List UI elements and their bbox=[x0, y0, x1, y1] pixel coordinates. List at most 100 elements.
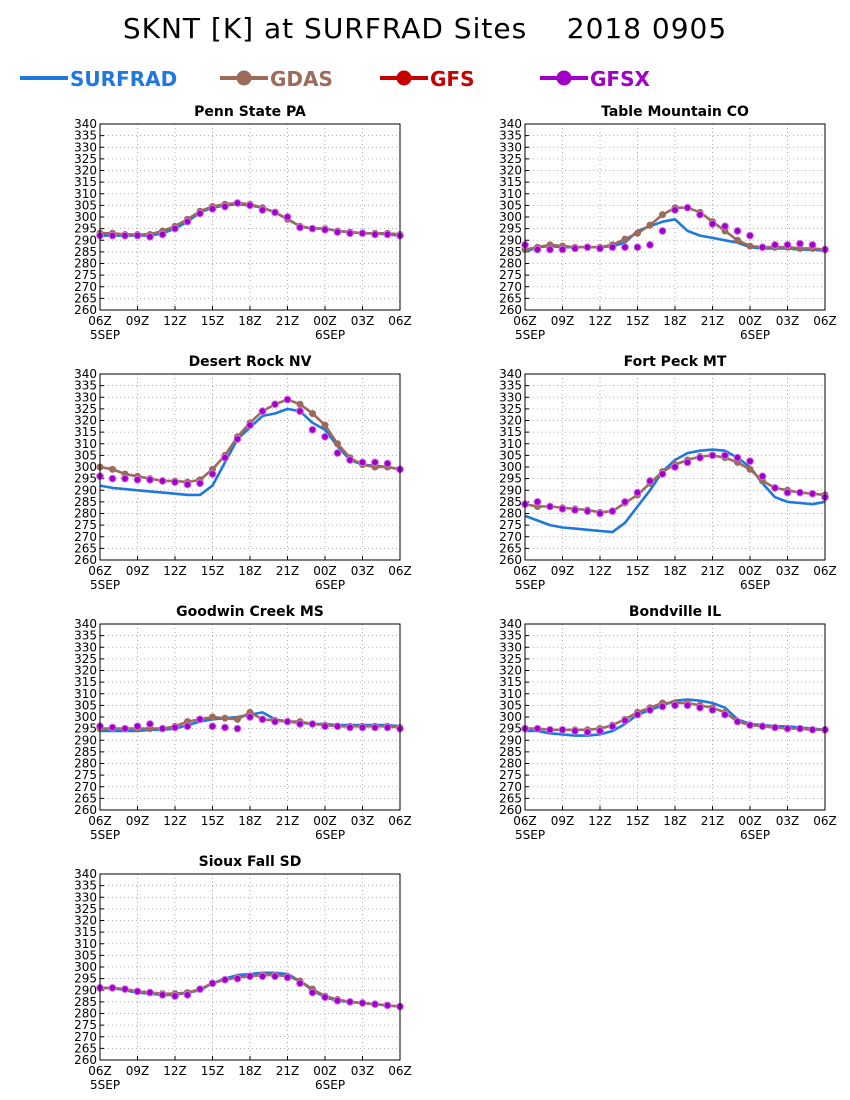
x-tick-label: 00Z bbox=[313, 314, 337, 328]
y-tick-label: 270 bbox=[499, 280, 522, 294]
x-tick-label: 06Z bbox=[88, 814, 112, 828]
chart-panel-5: Goodwin Creek MS 260265270275280285290295… bbox=[74, 604, 412, 842]
panel-title: Bondville IL bbox=[629, 604, 721, 620]
y-tick-label: 275 bbox=[74, 768, 97, 782]
y-tick-label: 325 bbox=[499, 152, 522, 166]
point-gfsx bbox=[383, 230, 392, 239]
y-tick-label: 310 bbox=[74, 437, 97, 451]
legend-item-surfrad: SURFRAD bbox=[20, 67, 177, 91]
y-tick-label: 335 bbox=[74, 879, 97, 893]
point-gfsx bbox=[708, 451, 717, 460]
y-tick-label: 320 bbox=[74, 414, 97, 428]
y-tick-label: 300 bbox=[499, 710, 522, 724]
y-tick-label: 270 bbox=[499, 530, 522, 544]
point-gfsx bbox=[771, 484, 779, 492]
point-gfsx bbox=[333, 996, 342, 1005]
y-tick-label: 295 bbox=[74, 222, 97, 236]
chart-panel-3: Desert Rock NV26026527027528028529029530… bbox=[74, 354, 412, 592]
point-gfsx bbox=[321, 993, 329, 1002]
x-date-label: 6SEP bbox=[740, 578, 770, 592]
point-gfsx bbox=[246, 972, 254, 981]
y-tick-label: 270 bbox=[74, 280, 97, 294]
point-gfsx bbox=[271, 972, 279, 981]
y-tick-label: 340 bbox=[74, 617, 97, 631]
chart-panel-7: Sioux Fall SD 260265270275280285290295300… bbox=[74, 854, 412, 1092]
point-gfsx bbox=[133, 987, 142, 996]
x-tick-label: 12Z bbox=[588, 814, 612, 828]
x-tick-label: 18Z bbox=[238, 1064, 262, 1078]
y-tick-label: 290 bbox=[74, 983, 97, 997]
y-tick-label: 260 bbox=[74, 303, 97, 317]
point-gfsx bbox=[333, 228, 342, 237]
y-tick-label: 325 bbox=[74, 152, 97, 166]
x-tick-label: 06Z bbox=[513, 564, 537, 578]
x-tick-label: 21Z bbox=[701, 564, 725, 578]
x-tick-label: 03Z bbox=[776, 314, 800, 328]
y-tick-label: 280 bbox=[74, 1007, 97, 1021]
point-gfsx bbox=[171, 992, 179, 1000]
x-tick-label: 06Z bbox=[813, 564, 837, 578]
panel-title: Desert Rock NV bbox=[189, 354, 312, 370]
legend-label: GFSX bbox=[590, 67, 650, 91]
point-gfsx bbox=[108, 984, 117, 992]
x-date-label: 6SEP bbox=[740, 828, 770, 842]
point-gfsx bbox=[758, 472, 767, 481]
y-tick-label: 310 bbox=[74, 937, 97, 951]
point-gfsx bbox=[108, 474, 117, 483]
y-tick-label: 305 bbox=[74, 948, 97, 962]
y-tick-label: 315 bbox=[74, 925, 97, 939]
y-tick-label: 290 bbox=[499, 733, 522, 747]
point-gfsx bbox=[133, 475, 142, 484]
y-tick-label: 325 bbox=[74, 652, 97, 666]
legend-item-gdas: GDAS bbox=[220, 67, 333, 91]
point-gfsx bbox=[683, 458, 692, 467]
point-gfsx bbox=[383, 459, 392, 468]
y-tick-label: 290 bbox=[74, 733, 97, 747]
y-tick-label: 325 bbox=[499, 402, 522, 416]
point-gdas bbox=[321, 421, 329, 429]
x-tick-label: 18Z bbox=[238, 314, 262, 328]
x-date-label: 6SEP bbox=[315, 578, 345, 592]
panel-title: Table Mountain CO bbox=[601, 104, 749, 120]
y-tick-label: 315 bbox=[74, 675, 97, 689]
x-tick-label: 09Z bbox=[126, 814, 150, 828]
chart-panel-4: Fort Peck MT2602652702752802852902953003… bbox=[499, 354, 837, 592]
x-tick-label: 12Z bbox=[163, 1064, 187, 1078]
point-gfsx bbox=[371, 723, 379, 732]
point-gfsx bbox=[258, 206, 267, 214]
x-tick-label: 00Z bbox=[738, 314, 762, 328]
legend-label: GDAS bbox=[270, 67, 333, 91]
point-gfsx bbox=[233, 724, 242, 733]
x-tick-label: 15Z bbox=[201, 314, 225, 328]
y-tick-label: 325 bbox=[74, 402, 97, 416]
y-tick-label: 320 bbox=[74, 664, 97, 678]
point-gfsx bbox=[246, 201, 254, 210]
point-gfsx bbox=[146, 232, 154, 241]
point-gdas bbox=[309, 410, 316, 418]
x-tick-label: 09Z bbox=[126, 314, 150, 328]
legend-marker bbox=[556, 70, 572, 86]
y-tick-label: 330 bbox=[74, 890, 97, 904]
y-tick-label: 305 bbox=[499, 698, 522, 712]
x-tick-label: 18Z bbox=[663, 814, 687, 828]
y-tick-label: 280 bbox=[499, 257, 522, 271]
y-tick-label: 260 bbox=[499, 553, 522, 567]
y-tick-label: 275 bbox=[499, 768, 522, 782]
y-tick-label: 340 bbox=[499, 617, 522, 631]
x-tick-label: 12Z bbox=[163, 564, 187, 578]
point-gfsx bbox=[633, 243, 642, 252]
point-gfsx bbox=[558, 245, 567, 254]
y-tick-label: 265 bbox=[74, 791, 97, 805]
point-gfsx bbox=[733, 227, 742, 235]
series-surfrad bbox=[524, 448, 826, 534]
plot-frame bbox=[524, 373, 826, 561]
point-gfsx bbox=[546, 245, 554, 254]
point-gfsx bbox=[296, 979, 304, 988]
y-tick-label: 285 bbox=[74, 245, 97, 259]
y-tick-label: 295 bbox=[499, 722, 522, 736]
y-tick-label: 300 bbox=[74, 460, 97, 474]
series-gfsx bbox=[521, 203, 829, 254]
point-gfsx bbox=[358, 723, 367, 732]
series-gfsx bbox=[96, 395, 404, 489]
point-gfsx bbox=[696, 210, 704, 219]
